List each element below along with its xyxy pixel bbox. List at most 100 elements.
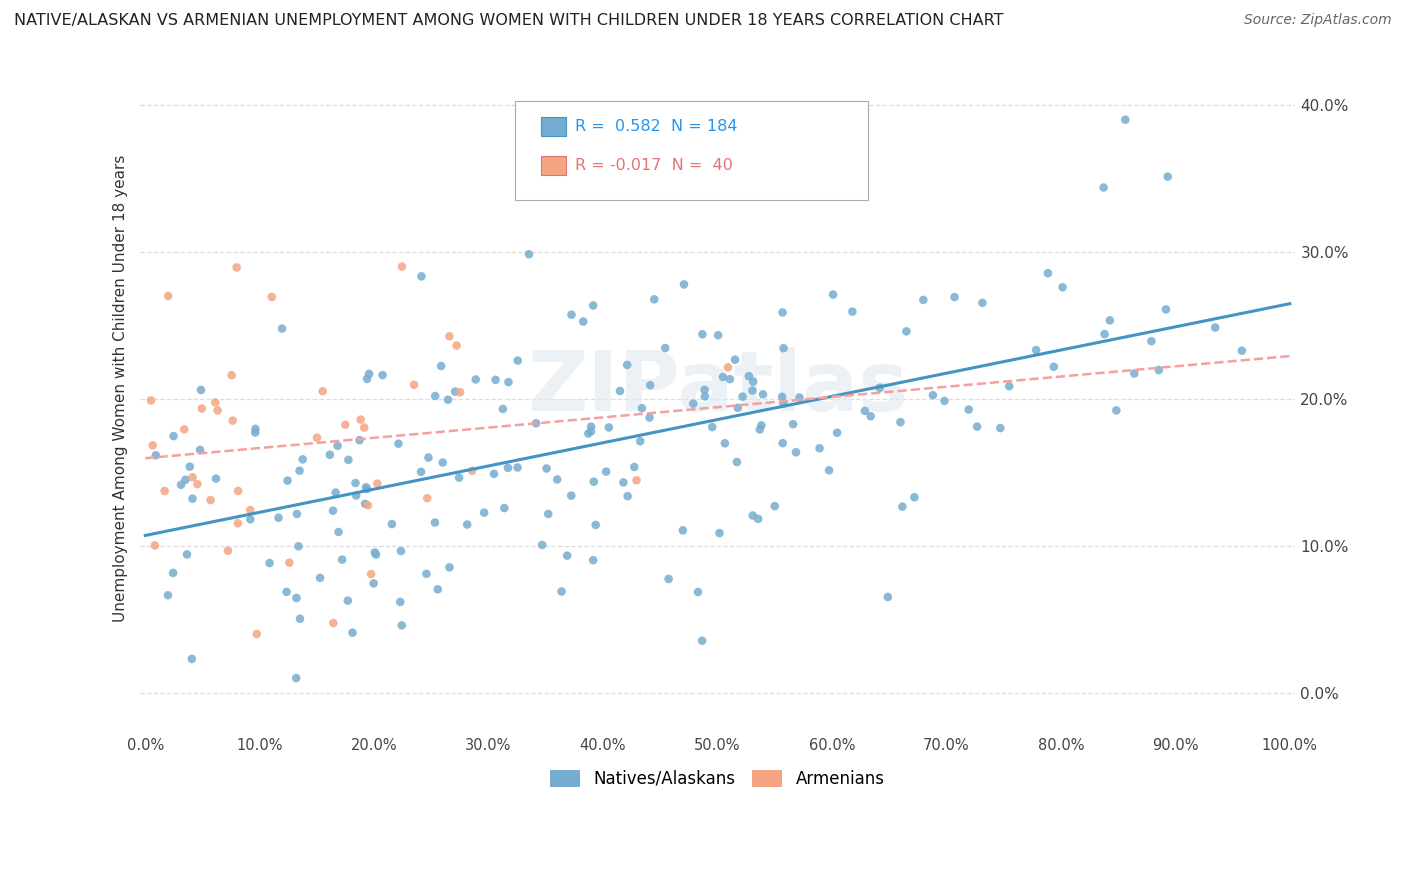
Point <box>741 384 763 398</box>
Point <box>896 324 918 338</box>
Point <box>1036 266 1059 280</box>
Point <box>260 290 283 304</box>
Point <box>245 425 267 440</box>
Point <box>1157 169 1180 184</box>
Point <box>1042 359 1064 374</box>
Point <box>1114 112 1136 127</box>
Point <box>686 585 709 599</box>
Point <box>1230 343 1253 358</box>
Point <box>579 419 602 434</box>
Point <box>416 491 439 506</box>
Point <box>612 475 634 490</box>
Point <box>176 548 198 562</box>
Point <box>437 392 460 407</box>
Point <box>439 560 461 574</box>
Point <box>658 572 681 586</box>
Point <box>498 375 520 389</box>
Point <box>381 517 404 532</box>
Point <box>217 543 239 558</box>
Point <box>328 524 350 539</box>
Point <box>363 576 385 591</box>
Point <box>285 591 308 605</box>
Point <box>170 477 193 491</box>
Point <box>350 412 373 426</box>
Point <box>156 588 179 602</box>
Point <box>389 544 412 558</box>
Point <box>738 369 761 384</box>
Point <box>356 372 378 386</box>
Point <box>287 539 309 553</box>
Point <box>631 401 654 416</box>
Point <box>423 516 446 530</box>
Point <box>782 417 804 432</box>
Point <box>188 442 211 457</box>
Point <box>190 401 212 416</box>
Point <box>288 612 311 626</box>
Point <box>707 328 730 343</box>
Point <box>354 497 377 511</box>
Point <box>288 464 311 478</box>
Point <box>402 377 425 392</box>
Point <box>461 464 484 478</box>
Point <box>531 538 554 552</box>
Point <box>808 442 831 456</box>
Y-axis label: Unemployment Among Women with Children Under 18 years: Unemployment Among Women with Children U… <box>114 154 128 622</box>
Point <box>190 383 212 397</box>
Point <box>449 385 471 400</box>
Point <box>1123 367 1146 381</box>
Point <box>319 448 342 462</box>
Point <box>957 402 980 417</box>
Point <box>305 431 328 445</box>
Point <box>821 287 844 301</box>
Point <box>693 389 716 403</box>
Point <box>205 471 228 485</box>
Text: R = -0.017  N =  40: R = -0.017 N = 40 <box>575 158 733 173</box>
Point <box>1094 327 1116 342</box>
Point <box>145 448 167 462</box>
Point <box>966 419 988 434</box>
Point <box>322 504 344 518</box>
Point <box>1092 180 1115 194</box>
Point <box>349 433 371 447</box>
Point <box>772 305 794 319</box>
Point <box>418 450 440 465</box>
Point <box>142 438 165 452</box>
Point <box>555 549 578 563</box>
Point <box>285 671 308 685</box>
Point <box>354 480 377 494</box>
Point <box>325 485 347 500</box>
Point <box>312 384 335 399</box>
Point <box>239 503 262 517</box>
Point <box>464 372 486 386</box>
Point <box>179 459 201 474</box>
Point <box>337 453 360 467</box>
Point <box>690 633 713 648</box>
Point <box>576 426 599 441</box>
Point <box>356 482 378 496</box>
Point <box>309 571 332 585</box>
Point <box>222 414 245 428</box>
Point <box>1025 343 1047 357</box>
Point <box>360 567 382 582</box>
Point <box>186 477 208 491</box>
Point <box>623 460 645 475</box>
Point <box>326 439 349 453</box>
Point <box>546 473 568 487</box>
Point <box>426 582 449 597</box>
Point <box>682 397 704 411</box>
Point <box>387 436 409 450</box>
Point <box>598 420 620 434</box>
Point <box>409 465 432 479</box>
Point <box>162 429 184 443</box>
Point <box>432 456 454 470</box>
Point <box>344 476 367 491</box>
Point <box>572 315 595 329</box>
Point <box>638 378 661 392</box>
Point <box>221 368 243 383</box>
Point <box>972 296 994 310</box>
Point <box>259 556 281 570</box>
Bar <box>541 155 567 175</box>
Point <box>869 381 891 395</box>
Point <box>731 390 754 404</box>
Legend: Natives/Alaskans, Armenians: Natives/Alaskans, Armenians <box>541 762 893 797</box>
